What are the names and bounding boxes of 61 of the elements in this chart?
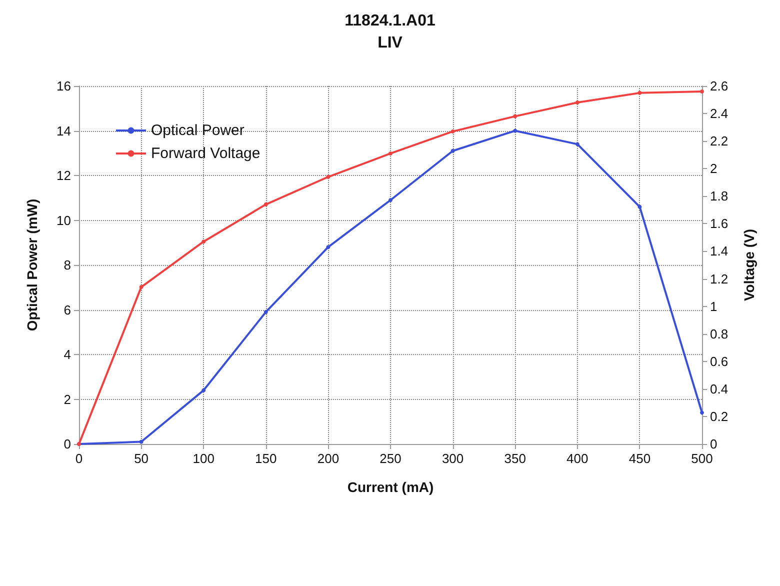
x-tick-label: 50	[134, 451, 149, 466]
y2-axis-title: Voltage (V)	[741, 228, 757, 302]
point	[700, 90, 704, 94]
chart-title: 11824.1.A01	[344, 12, 436, 30]
y-tick-label: 16	[56, 78, 71, 94]
point	[139, 285, 144, 290]
x-tick-label: 200	[317, 451, 340, 466]
x-tick-label: 400	[566, 451, 588, 466]
y2-tick-label: 0	[710, 436, 718, 452]
chart-subtitle: LIV	[378, 34, 403, 52]
y2-tick-label: 1.4	[710, 244, 728, 259]
y2-tick-label: 1.2	[710, 271, 728, 286]
y2-tick-label: 1	[710, 298, 718, 314]
point	[450, 129, 455, 134]
point	[513, 128, 518, 133]
y-tick-label: 6	[64, 302, 71, 318]
y2-tick-label: 2.2	[710, 134, 728, 149]
y-tick-label: 4	[64, 347, 71, 362]
legend-label: Forward Voltage	[151, 145, 260, 162]
x-tick-label: 250	[380, 451, 402, 466]
x-tick-label: 450	[628, 451, 651, 466]
y-tick-label: 8	[64, 258, 71, 272]
x-tick-label: 300	[442, 451, 464, 466]
point	[202, 388, 206, 392]
point	[388, 151, 392, 156]
point	[450, 148, 455, 153]
y-tick-label: 2	[64, 392, 71, 407]
point	[638, 204, 642, 209]
x-tick-label: 150	[255, 451, 277, 466]
x-tick-label: 100	[192, 451, 214, 466]
y2-tick-label: 0.8	[710, 326, 728, 342]
y-axis-title: Optical Power (mW)	[24, 198, 40, 332]
y-tick-label: 0	[64, 436, 71, 452]
point	[264, 202, 268, 206]
y2-tick-label: 0.2	[710, 408, 728, 424]
y2-tick-label: 2.4	[710, 106, 728, 122]
point	[202, 240, 206, 244]
y-tick-label: 14	[56, 123, 71, 138]
x-tick-label: 350	[504, 451, 526, 466]
legend-label: Optical Power	[151, 122, 244, 139]
point	[638, 90, 642, 95]
point	[700, 410, 704, 415]
y-tick-label: 10	[56, 212, 71, 228]
y2-tick-label: 1.6	[710, 216, 728, 232]
x-tick-label: 500	[691, 451, 713, 466]
y2-tick-label: 0.4	[710, 381, 728, 396]
point	[139, 440, 144, 444]
point	[264, 310, 268, 314]
point	[575, 142, 580, 146]
point	[513, 114, 518, 118]
y-tick-label: 12	[56, 168, 71, 183]
y2-tick-label: 0.6	[710, 354, 728, 369]
x-axis-title: Current (mA)	[347, 479, 434, 495]
point	[388, 198, 392, 202]
point	[326, 245, 330, 250]
y2-tick-label: 2.6	[710, 78, 728, 94]
x-tick-label: 0	[75, 451, 83, 466]
y2-tick-label: 1.8	[710, 188, 728, 204]
point	[326, 174, 330, 179]
point	[575, 100, 580, 105]
y2-tick-label: 2	[710, 161, 718, 176]
